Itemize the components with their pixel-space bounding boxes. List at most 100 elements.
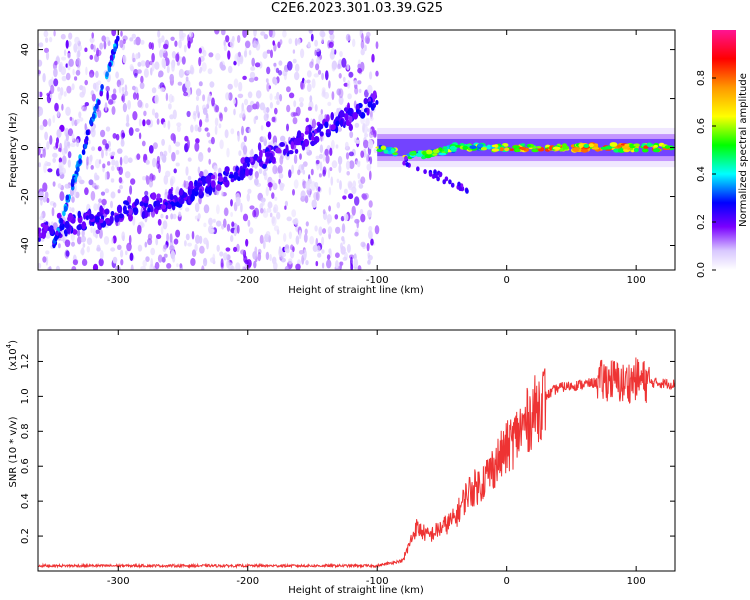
signal-blob: [442, 146, 448, 150]
noise-blob: [244, 259, 249, 265]
noise-blob: [145, 159, 150, 165]
noise-blob: [339, 261, 342, 270]
signal-blob: [580, 148, 589, 153]
noise-blob: [60, 33, 66, 40]
noise-blob: [183, 44, 187, 53]
noise-blob: [85, 66, 88, 76]
noise-blob: [310, 33, 314, 42]
noise-blob: [295, 263, 301, 270]
noise-blob: [81, 258, 88, 266]
steep-blob: [99, 90, 103, 97]
noise-blob: [137, 224, 142, 235]
noise-blob: [243, 98, 249, 106]
noise-blob: [309, 61, 314, 69]
noise-blob: [274, 107, 278, 115]
noise-blob: [64, 183, 71, 189]
drift-blob: [64, 231, 68, 237]
noise-blob: [334, 112, 338, 117]
noise-blob: [366, 31, 371, 38]
signal-blob: [609, 142, 618, 147]
svg-text:(x104): (x104): [5, 340, 19, 371]
noise-blob: [360, 213, 366, 223]
y-tick-label: 1.2: [20, 353, 31, 369]
noise-blob: [204, 127, 209, 132]
noise-blob: [279, 94, 283, 102]
noise-blob: [315, 159, 320, 165]
noise-blob: [223, 252, 228, 261]
noise-blob: [157, 218, 162, 226]
noise-blob: [61, 56, 67, 61]
noise-blob: [202, 49, 207, 57]
noise-blob: [334, 49, 337, 55]
noise-blob: [219, 139, 224, 150]
noise-blob: [42, 196, 47, 203]
noise-blob: [38, 70, 41, 75]
noise-blob: [161, 256, 166, 263]
signal-blob: [633, 147, 639, 153]
noise-blob: [120, 30, 123, 37]
noise-blob: [179, 263, 183, 269]
drift-blob: [224, 166, 230, 173]
noise-blob: [53, 67, 58, 78]
noise-blob: [258, 168, 263, 175]
noise-blob: [328, 80, 331, 89]
noise-blob: [181, 56, 186, 65]
noise-blob: [282, 69, 288, 77]
noise-blob: [368, 200, 373, 208]
noise-blob: [271, 192, 275, 200]
noise-blob: [143, 110, 147, 117]
noise-blob: [262, 170, 267, 176]
noise-blob: [243, 50, 248, 58]
noise-blob: [225, 92, 230, 101]
colorbar-tick-label: 0.8: [696, 70, 707, 86]
noise-blob: [142, 176, 146, 181]
noise-blob: [94, 158, 101, 169]
noise-blob: [67, 151, 72, 159]
drift-blob: [330, 112, 335, 121]
noise-blob: [306, 83, 312, 92]
noise-blob: [38, 59, 43, 67]
colorbar-gradient: [712, 30, 736, 270]
signal-blob: [562, 145, 570, 150]
snr-series-line: [38, 357, 675, 570]
drift-blob: [261, 163, 267, 169]
noise-blob: [316, 57, 321, 65]
noise-blob: [203, 222, 207, 228]
noise-blob: [355, 160, 361, 165]
noise-blob: [132, 57, 136, 63]
drift-blob: [352, 112, 359, 120]
noise-blob: [52, 115, 56, 123]
noise-blob: [104, 188, 110, 194]
noise-blob: [235, 262, 241, 270]
drift-blob: [296, 130, 302, 139]
noise-blob: [249, 71, 256, 79]
noise-blob: [184, 79, 191, 89]
drift-blob: [118, 213, 124, 219]
noise-blob: [248, 77, 255, 83]
noise-blob: [161, 154, 167, 163]
noise-blob: [203, 237, 208, 245]
noise-blob: [158, 70, 164, 78]
noise-blob: [350, 256, 353, 267]
noise-blob: [195, 138, 200, 144]
noise-blob: [154, 61, 160, 70]
noise-blob: [118, 85, 122, 94]
noise-blob: [166, 65, 170, 74]
drift-blob: [99, 218, 104, 224]
noise-blob: [103, 236, 110, 245]
drift-blob: [191, 188, 196, 196]
drift-blob: [283, 148, 287, 156]
noise-blob: [57, 110, 60, 117]
noise-blob: [175, 229, 181, 238]
noise-blob: [252, 103, 258, 110]
drift-blob: [109, 215, 114, 224]
noise-blob: [198, 235, 203, 244]
noise-blob: [248, 49, 252, 56]
noise-blob: [255, 90, 262, 99]
drift-blob: [178, 198, 185, 205]
noise-blob: [317, 69, 322, 75]
noise-blob: [115, 133, 120, 141]
noise-blob: [172, 109, 177, 120]
noise-blob: [185, 76, 189, 82]
noise-blob: [251, 57, 255, 67]
